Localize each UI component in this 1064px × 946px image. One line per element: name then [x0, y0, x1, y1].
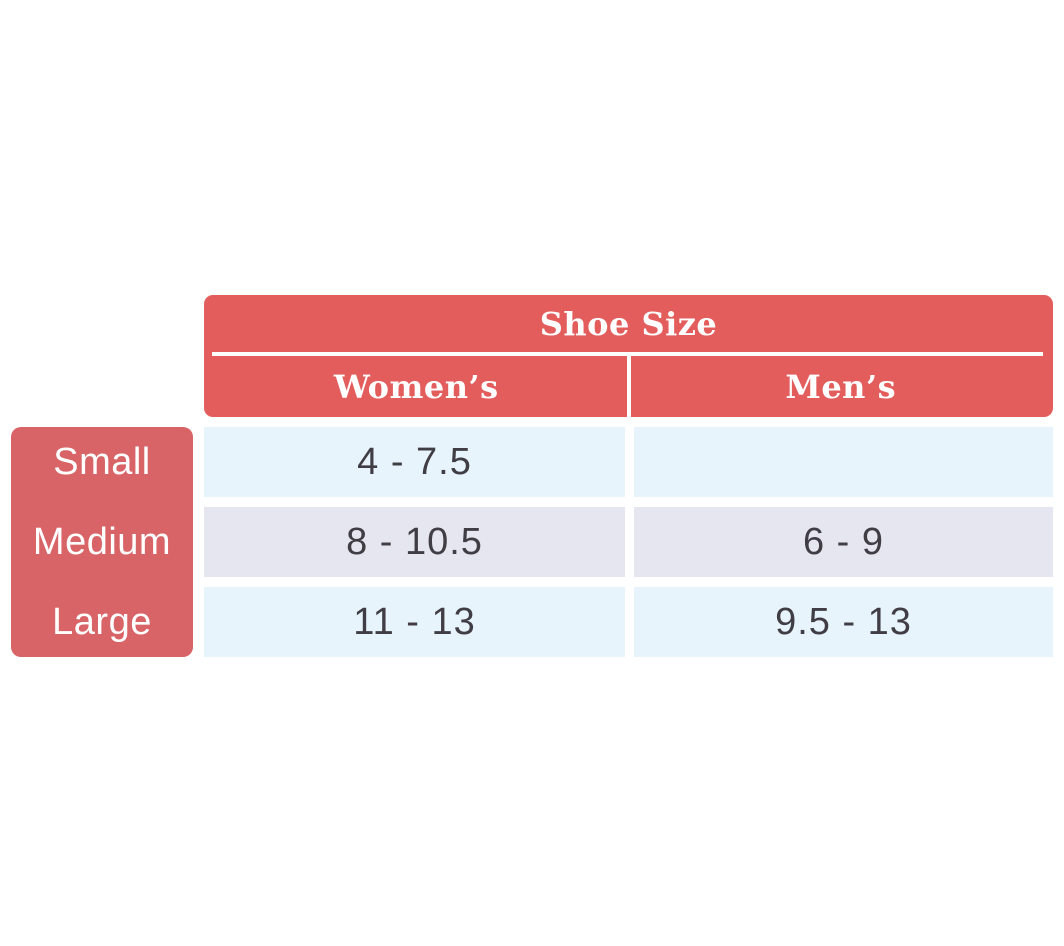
cell-small-womens: 4 - 7.5 — [204, 427, 625, 497]
row-label-large: Large — [52, 600, 152, 643]
row-label-block: Small Medium Large — [11, 427, 193, 657]
cell-small-mens — [634, 427, 1053, 497]
cell-large-mens: 9.5 - 13 — [634, 587, 1053, 657]
column-header-mens: Men’s — [785, 367, 897, 406]
cell-medium-mens: 6 - 9 — [634, 507, 1053, 577]
table-header: Shoe Size Women’s Men’s — [204, 295, 1053, 420]
header-vertical-divider — [627, 352, 631, 420]
table-title: Shoe Size — [539, 305, 718, 343]
cell-medium-womens: 8 - 10.5 — [204, 507, 625, 577]
column-header-womens: Women’s — [333, 367, 499, 406]
row-label-small: Small — [53, 440, 151, 483]
table-title-row: Shoe Size — [204, 295, 1053, 353]
data-grid: 4 - 7.5 8 - 10.5 6 - 9 11 - 13 9.5 - 13 — [204, 427, 1053, 657]
cell-large-womens: 11 - 13 — [204, 587, 625, 657]
column-header-row: Women’s Men’s — [204, 356, 1053, 417]
row-label-medium: Medium — [32, 520, 172, 563]
